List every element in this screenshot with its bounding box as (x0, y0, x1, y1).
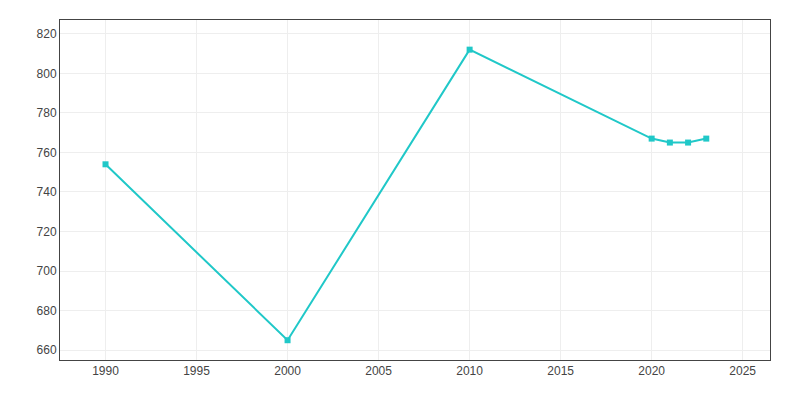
svg-text:2000: 2000 (274, 364, 301, 378)
svg-text:1995: 1995 (183, 364, 210, 378)
svg-text:760: 760 (37, 146, 57, 160)
svg-text:700: 700 (37, 264, 57, 278)
svg-text:800: 800 (37, 67, 57, 81)
svg-text:720: 720 (37, 225, 57, 239)
svg-text:740: 740 (37, 185, 57, 199)
svg-text:2005: 2005 (365, 364, 392, 378)
svg-text:780: 780 (37, 106, 57, 120)
svg-text:2015: 2015 (547, 364, 574, 378)
svg-text:660: 660 (37, 343, 57, 357)
svg-text:2025: 2025 (729, 364, 756, 378)
svg-text:2010: 2010 (456, 364, 483, 378)
svg-text:820: 820 (37, 27, 57, 41)
svg-text:2020: 2020 (638, 364, 665, 378)
svg-text:1990: 1990 (92, 364, 119, 378)
svg-text:680: 680 (37, 304, 57, 318)
